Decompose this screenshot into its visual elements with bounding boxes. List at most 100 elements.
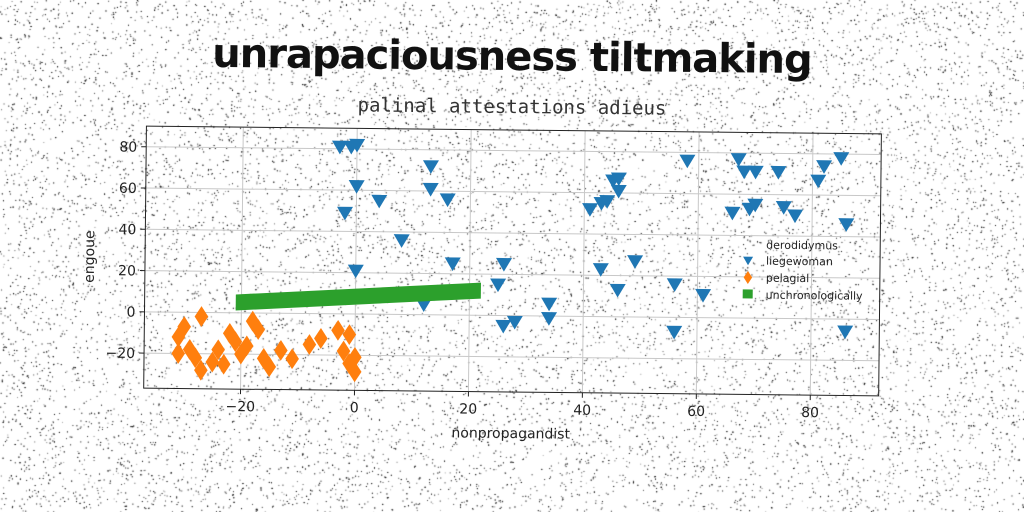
liegewoman-point (730, 153, 747, 167)
legend-pelagial-marker (743, 270, 753, 284)
pelagial-point (348, 346, 362, 368)
liegewoman-point (838, 218, 855, 232)
liegewoman-point (495, 319, 512, 334)
liegewoman-point (592, 263, 609, 277)
liegewoman-point (666, 278, 683, 292)
y-gridline (145, 187, 881, 197)
x-gridline (695, 131, 700, 394)
pelagial-point (211, 339, 225, 361)
y-gridline (144, 352, 880, 362)
liegewoman-point (775, 201, 792, 215)
y-tick-label: 20 (118, 263, 136, 279)
x-tick-label: 40 (573, 403, 591, 419)
legend-liegewoman-marker (743, 256, 754, 266)
liegewoman-point (837, 325, 854, 340)
pelagial-point (228, 331, 243, 353)
x-axis-label: nonpropagandist (451, 425, 570, 442)
y-gridline (144, 270, 880, 279)
liegewoman-point (695, 288, 712, 303)
liegewoman-point (541, 312, 558, 326)
liegewoman-point (348, 180, 365, 194)
pelagial-point (245, 310, 260, 332)
y-tick-label: 80 (119, 140, 137, 156)
pelagial-point (216, 353, 231, 375)
pelagial-point (331, 319, 345, 341)
pelagial-point (336, 340, 351, 362)
legend-unchronologically-marker (742, 289, 753, 299)
liegewoman-point (582, 203, 599, 217)
liegewoman-point (747, 198, 764, 213)
pelagial-point (222, 322, 237, 344)
plot-frame (143, 125, 882, 397)
pelagial-point (171, 326, 186, 348)
x-tick-label: 80 (801, 405, 819, 421)
liegewoman-point (422, 182, 439, 197)
liegewoman-point (724, 206, 741, 221)
pelagial-point (262, 356, 277, 378)
axis-ticks: −20 0 20 40 60 80 −20 0 20 40 60 80 (105, 140, 819, 422)
legend-label-liegewoman: liegewoman (766, 255, 833, 269)
y-tick-label: 0 (126, 305, 135, 321)
pelagial-point (188, 347, 203, 369)
liegewoman-point (747, 165, 764, 180)
pelagial-point (194, 306, 209, 327)
x-gridline (467, 129, 472, 392)
legend-label-unchronologically: unchronologically (766, 289, 864, 303)
pelagial-point (347, 361, 362, 383)
liegewoman-point (347, 264, 364, 279)
liegewoman-point (666, 325, 683, 340)
unchronologically-band (235, 282, 481, 311)
pelagial-point (302, 334, 317, 355)
x-tick-label: 20 (459, 401, 477, 417)
x-gridline (353, 128, 358, 391)
grid-lines (144, 127, 882, 396)
y-tick-label: 40 (118, 222, 136, 238)
liegewoman-point (349, 138, 366, 153)
pelagial-point (251, 319, 266, 340)
x-gridline (581, 130, 586, 393)
liegewoman-point (332, 140, 349, 155)
liegewoman-point (610, 172, 627, 187)
legend: derodidymus liegewoman pelagial unchronolo… (742, 239, 864, 303)
x-tick-label: 0 (350, 400, 359, 416)
y-tick-label: 60 (119, 181, 137, 197)
liegewoman-point (810, 174, 827, 189)
liegewoman-point (541, 297, 558, 312)
pelagial-point (205, 351, 220, 373)
liegewoman-point (833, 152, 850, 166)
legend-label-pelagial: pelagial (766, 272, 810, 285)
liegewoman-point (371, 194, 388, 209)
pelagial-point (194, 359, 208, 381)
pelagial-point (256, 348, 271, 369)
x-tick-label: −20 (226, 399, 256, 415)
liegewoman-point (422, 160, 439, 174)
liegewoman-point (627, 255, 644, 269)
liegewoman-point (736, 165, 753, 180)
pelagial-point (274, 339, 288, 361)
liegewoman-point (609, 283, 626, 298)
liegewoman-point (439, 193, 456, 208)
liegewoman-point (444, 257, 461, 272)
liegewoman-point (610, 184, 627, 199)
liegewoman-point (496, 257, 513, 272)
y-gridline (144, 311, 880, 321)
pelagial-point (314, 328, 328, 349)
pelagial-point (342, 324, 357, 345)
legend-title: derodidymus (766, 239, 838, 253)
liegewoman-point (787, 209, 804, 224)
liegewoman-point (770, 165, 787, 180)
x-tick-label: 60 (687, 404, 705, 420)
liegewoman-point (337, 206, 354, 221)
y-gridline (146, 146, 882, 155)
liegewoman-point (393, 234, 410, 248)
liegewoman-point (679, 154, 696, 169)
liegewoman-point (506, 315, 523, 330)
pelagial-point (182, 339, 197, 360)
y-tick-label: −20 (105, 346, 135, 362)
data-marks (171, 138, 855, 383)
pelagial-point (171, 343, 186, 364)
liegewoman-point (599, 195, 616, 209)
liegewoman-point (415, 298, 432, 313)
pelagial-point (239, 335, 254, 357)
